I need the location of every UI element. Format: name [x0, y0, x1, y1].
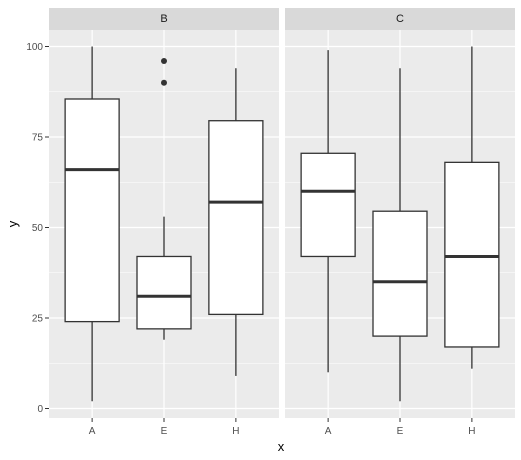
box	[208, 120, 264, 316]
y-tick-label: 50	[32, 223, 44, 234]
y-tick-label: 75	[32, 133, 44, 144]
box	[372, 210, 428, 337]
x-tick-label: H	[468, 426, 475, 437]
boxplot-B-H	[208, 68, 264, 376]
boxplot-B-E	[136, 57, 192, 340]
facet-label-C: C	[396, 13, 404, 25]
outlier-point	[161, 57, 167, 64]
x-tick-label: A	[89, 426, 96, 437]
boxplot-C-A	[300, 50, 356, 373]
box	[300, 152, 356, 258]
boxplot-C-H	[444, 46, 500, 369]
box	[64, 98, 120, 323]
y-tick-label: 25	[32, 314, 44, 325]
y-tick-label: 0	[37, 404, 43, 415]
x-tick-label: E	[397, 426, 404, 437]
facet-strip-C	[285, 8, 515, 30]
x-tick-label: A	[325, 426, 332, 437]
outlier-point	[161, 79, 167, 86]
x-tick-label: E	[161, 426, 168, 437]
boxplot-B-A	[64, 46, 120, 402]
facet-strip-B	[49, 8, 279, 30]
x-tick-label: H	[232, 426, 239, 437]
box	[136, 255, 192, 330]
facet-label-B: B	[160, 13, 167, 25]
box	[444, 161, 500, 348]
x-axis-title: x	[278, 439, 285, 454]
y-axis-title: y	[5, 220, 20, 227]
boxplot-C-E	[372, 68, 428, 402]
y-tick-label: 100	[26, 42, 43, 53]
